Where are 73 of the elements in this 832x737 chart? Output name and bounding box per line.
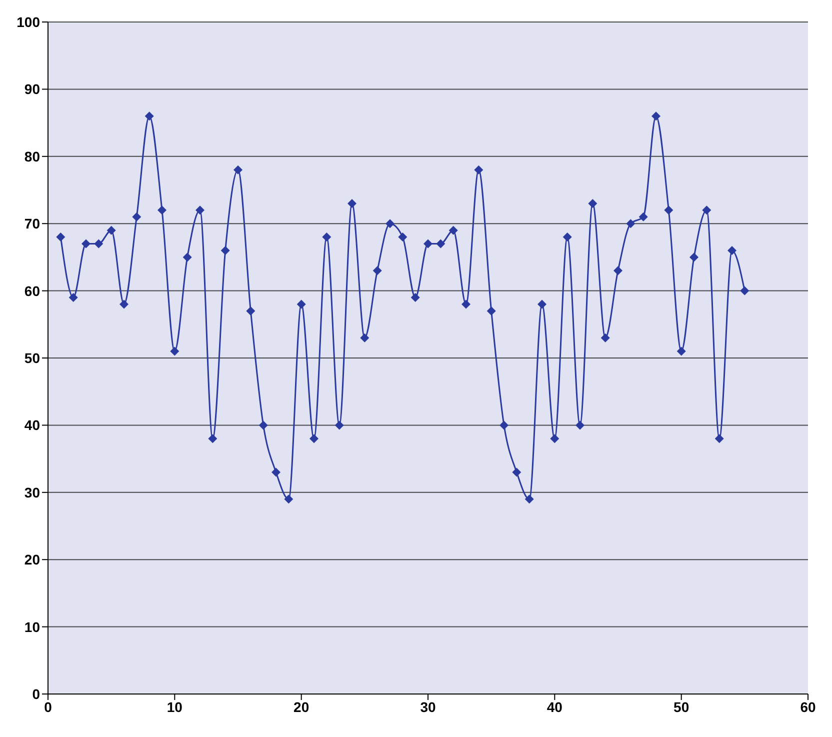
point [576, 420, 584, 430]
y-tick-label: 90 [24, 81, 40, 98]
point [448, 226, 458, 235]
point [538, 300, 546, 309]
point [120, 300, 128, 309]
point [56, 232, 66, 242]
y-tick-label: 10 [24, 618, 40, 635]
point [410, 293, 420, 302]
point [626, 219, 636, 228]
point [524, 494, 534, 504]
point [258, 420, 268, 430]
point [588, 198, 598, 208]
point [208, 434, 218, 444]
y-tick-label: 70 [24, 216, 40, 232]
point [638, 212, 648, 222]
y-tick-label: 0 [32, 686, 40, 702]
point [664, 206, 674, 215]
y-tick-label: 30 [24, 484, 40, 500]
point [740, 286, 750, 296]
point [462, 300, 470, 309]
point [676, 346, 686, 356]
point [334, 420, 344, 430]
point [386, 219, 394, 228]
point [106, 226, 116, 235]
y-tick-label: 80 [24, 148, 40, 164]
point [424, 239, 432, 248]
point [600, 333, 610, 342]
point [182, 252, 192, 262]
point [310, 434, 318, 444]
point [614, 266, 622, 276]
point [82, 239, 90, 248]
x-tick-label: 0 [44, 698, 52, 715]
point [322, 232, 332, 242]
point [196, 206, 204, 215]
point [296, 300, 306, 309]
point [486, 306, 496, 316]
point [398, 232, 408, 242]
point [246, 306, 256, 316]
point [348, 198, 356, 208]
point [728, 246, 736, 255]
point [550, 434, 560, 444]
point [474, 165, 484, 174]
point [68, 293, 78, 302]
point [372, 266, 382, 276]
point [500, 420, 508, 430]
x-tick-label: 50 [674, 698, 690, 715]
point [170, 346, 180, 356]
x-tick-label: 10 [166, 698, 183, 715]
y-tick-label: 100 [16, 14, 40, 30]
point [562, 232, 572, 242]
x-tick-label: 60 [800, 698, 816, 715]
point [284, 494, 294, 504]
y-tick-label: 50 [24, 350, 40, 366]
x-tick-label: 40 [546, 698, 563, 715]
y-tick-label: 40 [24, 417, 40, 434]
point [272, 468, 280, 477]
point [94, 239, 104, 248]
point [714, 434, 724, 444]
point [220, 246, 230, 255]
x-tick-label: 20 [294, 698, 310, 715]
point [512, 468, 522, 477]
point [158, 206, 166, 215]
point [144, 112, 154, 121]
y-tick-label: 20 [24, 552, 40, 568]
point [702, 206, 712, 215]
point [234, 165, 242, 174]
y-tick-label: 60 [24, 282, 40, 299]
point [132, 212, 142, 222]
point [360, 333, 370, 342]
x-tick-label: 30 [420, 698, 436, 715]
point [436, 239, 446, 248]
point [690, 252, 698, 262]
point [652, 112, 660, 121]
